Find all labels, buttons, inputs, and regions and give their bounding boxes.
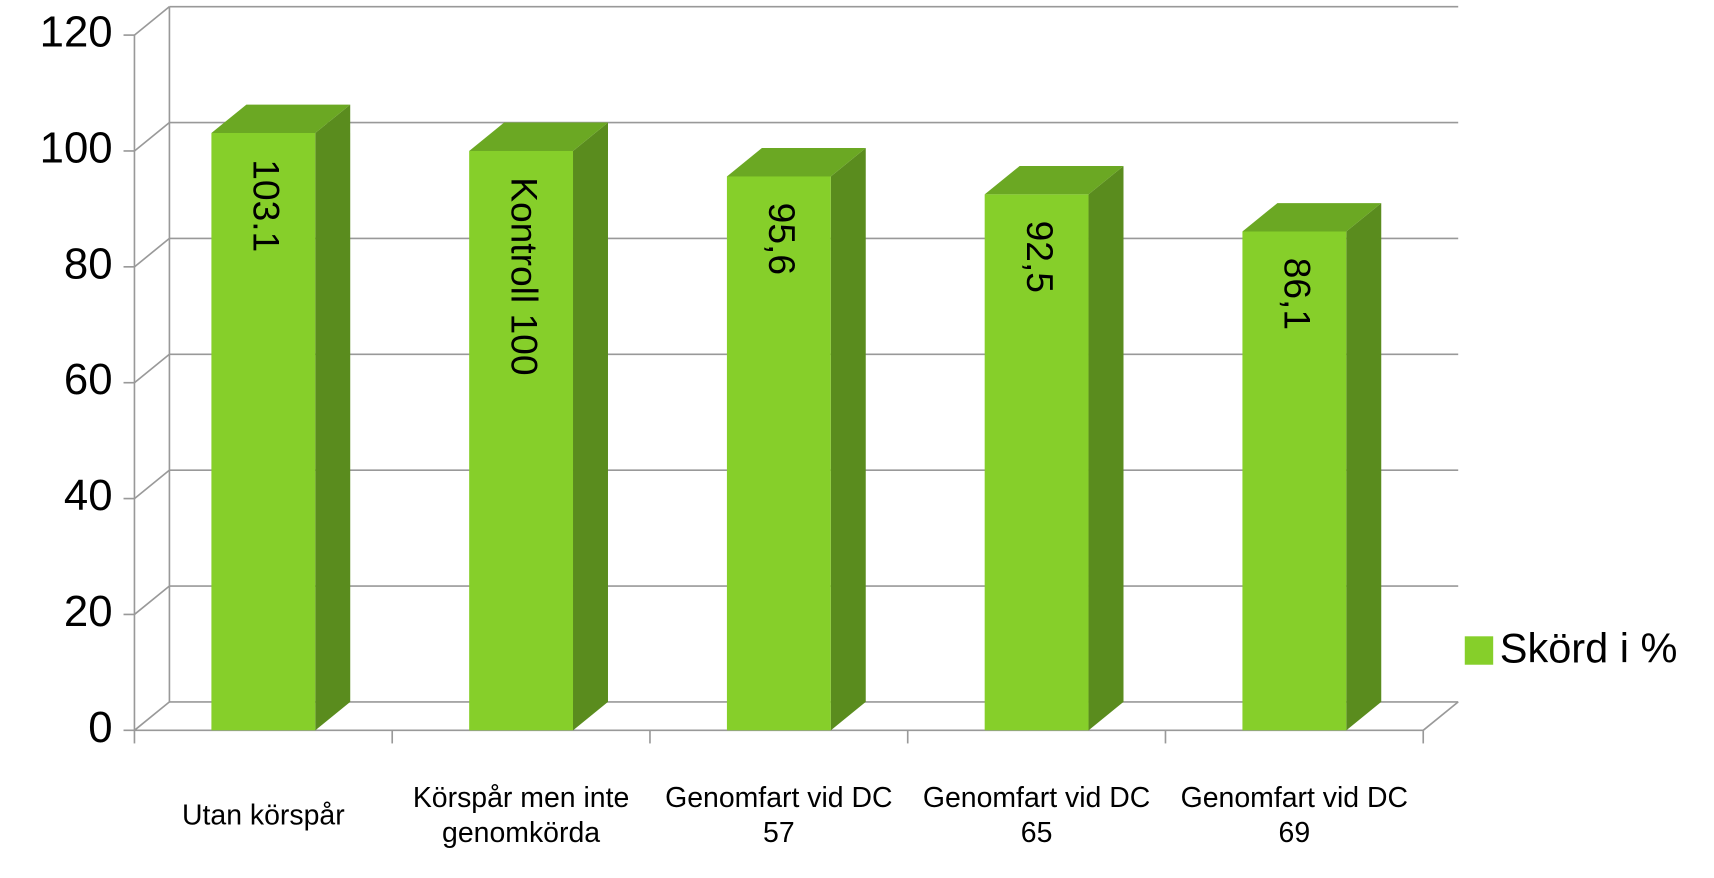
bar-top: [984, 165, 1124, 195]
bar: [469, 150, 574, 731]
bar: [211, 133, 316, 731]
y-tick-label: 100: [40, 124, 113, 173]
grid-line-side: [133, 585, 170, 616]
x-tick-label: Genomfart vid DC 57: [665, 780, 893, 848]
y-tick-label: 120: [40, 8, 113, 57]
y-tick-label: 60: [64, 355, 113, 404]
bar-top: [469, 122, 608, 151]
x-label-box: Utan körspår: [181, 797, 345, 831]
y-tick-label: 40: [64, 471, 113, 520]
bar-top: [1242, 203, 1382, 232]
grid-line-side: [133, 469, 170, 500]
bar: [984, 194, 1089, 731]
bar-side: [1088, 165, 1124, 731]
bar-side: [315, 104, 351, 731]
floor-edge: [1422, 701, 1459, 731]
legend-label: Skörd i %: [1500, 625, 1678, 672]
value-label: 95,6: [761, 203, 803, 275]
y-tick-label: 0: [88, 703, 112, 752]
x-label-box: Genomfart vid DC 57: [665, 780, 893, 848]
grid-line-side: [133, 701, 170, 731]
x-label-box: Genomfart vid DC 69: [1180, 780, 1409, 848]
bar: [1242, 231, 1347, 731]
grid-line-side: [133, 237, 170, 268]
bar-side: [573, 122, 608, 731]
x-tick-label: Körspår men inte genomkörda: [412, 780, 630, 848]
bar-side: [1346, 203, 1382, 731]
legend-swatch: [1464, 636, 1494, 665]
grid-line-side: [133, 121, 170, 152]
bar: [726, 176, 831, 731]
x-tick-label: Genomfart vid DC 65: [922, 780, 1151, 848]
value-label: 92,5: [1019, 221, 1061, 293]
x-label-box: Genomfart vid DC 65: [922, 780, 1151, 848]
value-label: 86,1: [1277, 258, 1319, 330]
y-tick-label: 20: [64, 587, 113, 636]
x-tick-label: Genomfart vid DC 69: [1180, 780, 1409, 848]
value-label: Kontroll 100: [503, 177, 545, 375]
y-tick-label: 80: [64, 239, 113, 288]
bar-side: [830, 148, 866, 731]
value-label: 103.1: [246, 159, 288, 252]
grid-line-side: [133, 6, 170, 36]
x-tick-label: Utan körspår: [181, 797, 345, 831]
bar-top: [211, 104, 351, 134]
bar-top: [726, 148, 866, 177]
x-label-box: Körspår men inte genomkörda: [412, 780, 630, 848]
grid-line-side: [133, 353, 170, 384]
